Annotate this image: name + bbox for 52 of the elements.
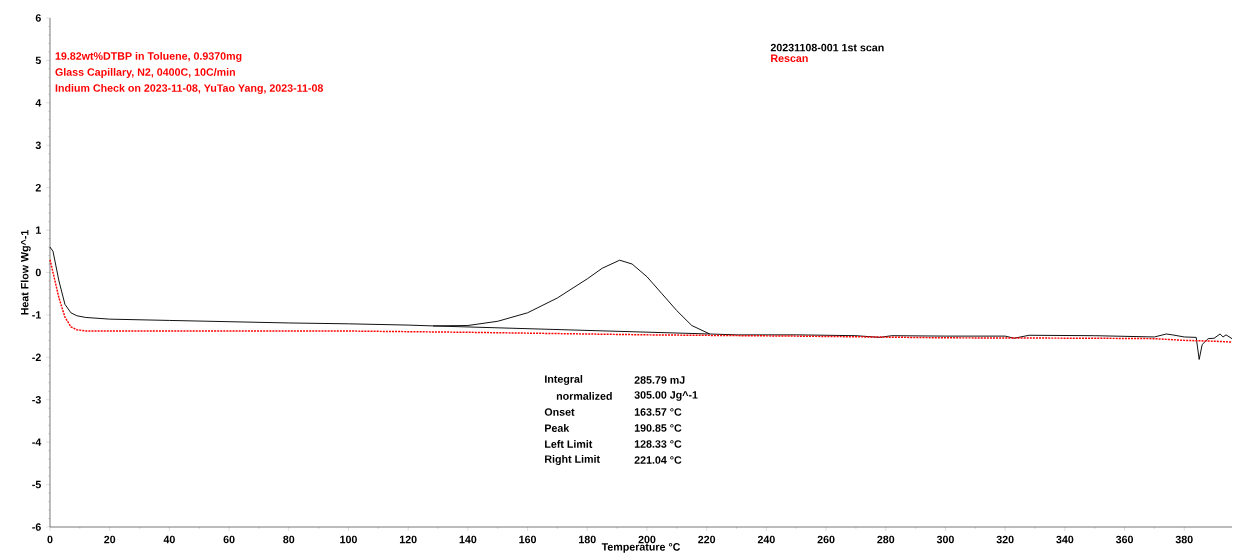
x-tick-label: 320 <box>996 535 1014 544</box>
x-tick-label: 280 <box>877 535 895 544</box>
annotation: 305.00 Jg^-1 <box>634 391 698 401</box>
annotation: Onset <box>544 408 575 416</box>
x-tick-label: 380 <box>1175 535 1193 544</box>
x-tick-label: 120 <box>399 535 417 544</box>
annotation: 285.79 mJ <box>634 376 685 384</box>
annotation: Glass Capillary, N2, 0400C, 10C/min <box>55 68 235 78</box>
x-tick-label: 340 <box>1056 535 1074 544</box>
x-tick-label: 220 <box>698 535 716 544</box>
x-tick-label: 20 <box>104 535 116 544</box>
annotation: Indium Check on 2023-11-08, YuTao Yang, 2023-11-08 <box>55 83 324 94</box>
y-tick-label: 5 <box>35 56 41 65</box>
x-tick-label: 300 <box>936 535 954 544</box>
y-tick-label: -5 <box>32 480 41 489</box>
y-tick-label: -4 <box>32 438 42 446</box>
annotation: 19.82wt%DTBP in Toluene, 0.9370mg <box>55 51 242 62</box>
x-axis-title: Temperature °C <box>601 543 681 553</box>
y-tick-label: 6 <box>35 14 41 22</box>
text: Rescan <box>771 54 808 63</box>
y-tick-label: 0 <box>35 268 41 277</box>
y-tick-label: -1 <box>32 311 41 319</box>
y-tick-label: 4 <box>35 99 42 107</box>
annotation: Left Limit <box>545 440 593 448</box>
x-tick-label: 160 <box>519 535 537 544</box>
y-axis-title: Heat Flow Wg^-1 <box>20 229 31 315</box>
x-tick-label: 100 <box>340 535 357 544</box>
x-tick-label: 240 <box>757 535 775 544</box>
x-tick-label: 60 <box>223 535 235 544</box>
annotation: normalized <box>556 392 612 400</box>
annotation: 190.85 °C <box>634 424 682 432</box>
x-tick-label: 360 <box>1115 535 1134 544</box>
x-tick-label: 260 <box>817 535 835 544</box>
annotation: 163.57 °C <box>634 408 682 416</box>
text: 20231108-001 1st scan <box>770 43 884 52</box>
x-tick-label: 200 <box>638 535 656 544</box>
y-tick-label: -2 <box>32 353 41 362</box>
x-tick-label: 80 <box>283 535 295 544</box>
annotation: 128.33 °C <box>634 440 682 448</box>
y-tick-label: -3 <box>32 395 41 404</box>
x-tick-label: 40 <box>163 535 175 544</box>
annotation: Integral <box>545 374 583 385</box>
x-tick-label: 140 <box>459 535 477 544</box>
y-tick-label: 1 <box>36 226 41 234</box>
x-tick-label: 180 <box>579 535 596 544</box>
y-tick-label: -6 <box>32 523 41 531</box>
annotation: 221.04 °C <box>634 456 682 464</box>
x-tick-label: 0 <box>47 535 53 544</box>
y-tick-label: 2 <box>35 183 41 192</box>
y-tick-label: 3 <box>35 141 41 150</box>
annotation: Peak <box>545 424 570 432</box>
annotation: Right Limit <box>545 455 600 465</box>
